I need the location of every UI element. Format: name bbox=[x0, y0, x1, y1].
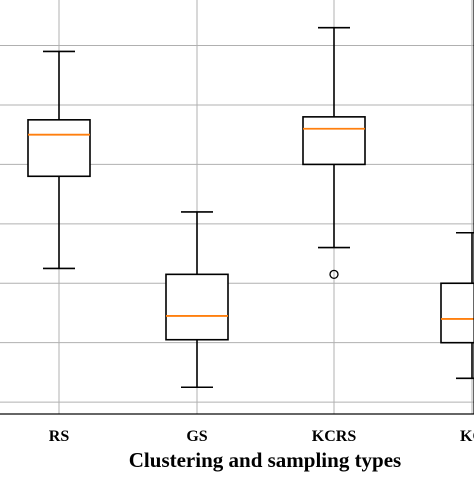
x-axis-label: Clustering and sampling types bbox=[129, 448, 401, 472]
outlier-point bbox=[329, 269, 339, 279]
box-kc bbox=[440, 231, 474, 380]
iqr-box bbox=[165, 273, 229, 341]
box-gs bbox=[165, 211, 229, 389]
iqr-box bbox=[27, 119, 91, 178]
x-tick-label-kcrs: KCRS bbox=[312, 428, 357, 445]
x-tick-label-gs: GS bbox=[186, 428, 207, 445]
iqr-box bbox=[440, 282, 474, 344]
box-kcrs bbox=[302, 26, 366, 279]
box-rs bbox=[27, 50, 91, 270]
boxes bbox=[27, 26, 474, 389]
x-tick-labels: RS GS KCRS KC bbox=[49, 428, 474, 445]
iqr-box bbox=[302, 116, 366, 166]
plot-frame bbox=[0, 0, 474, 415]
x-tick-label-kc: KC bbox=[460, 428, 474, 445]
grid-lines bbox=[0, 0, 474, 414]
x-tick-label-rs: RS bbox=[49, 428, 70, 445]
